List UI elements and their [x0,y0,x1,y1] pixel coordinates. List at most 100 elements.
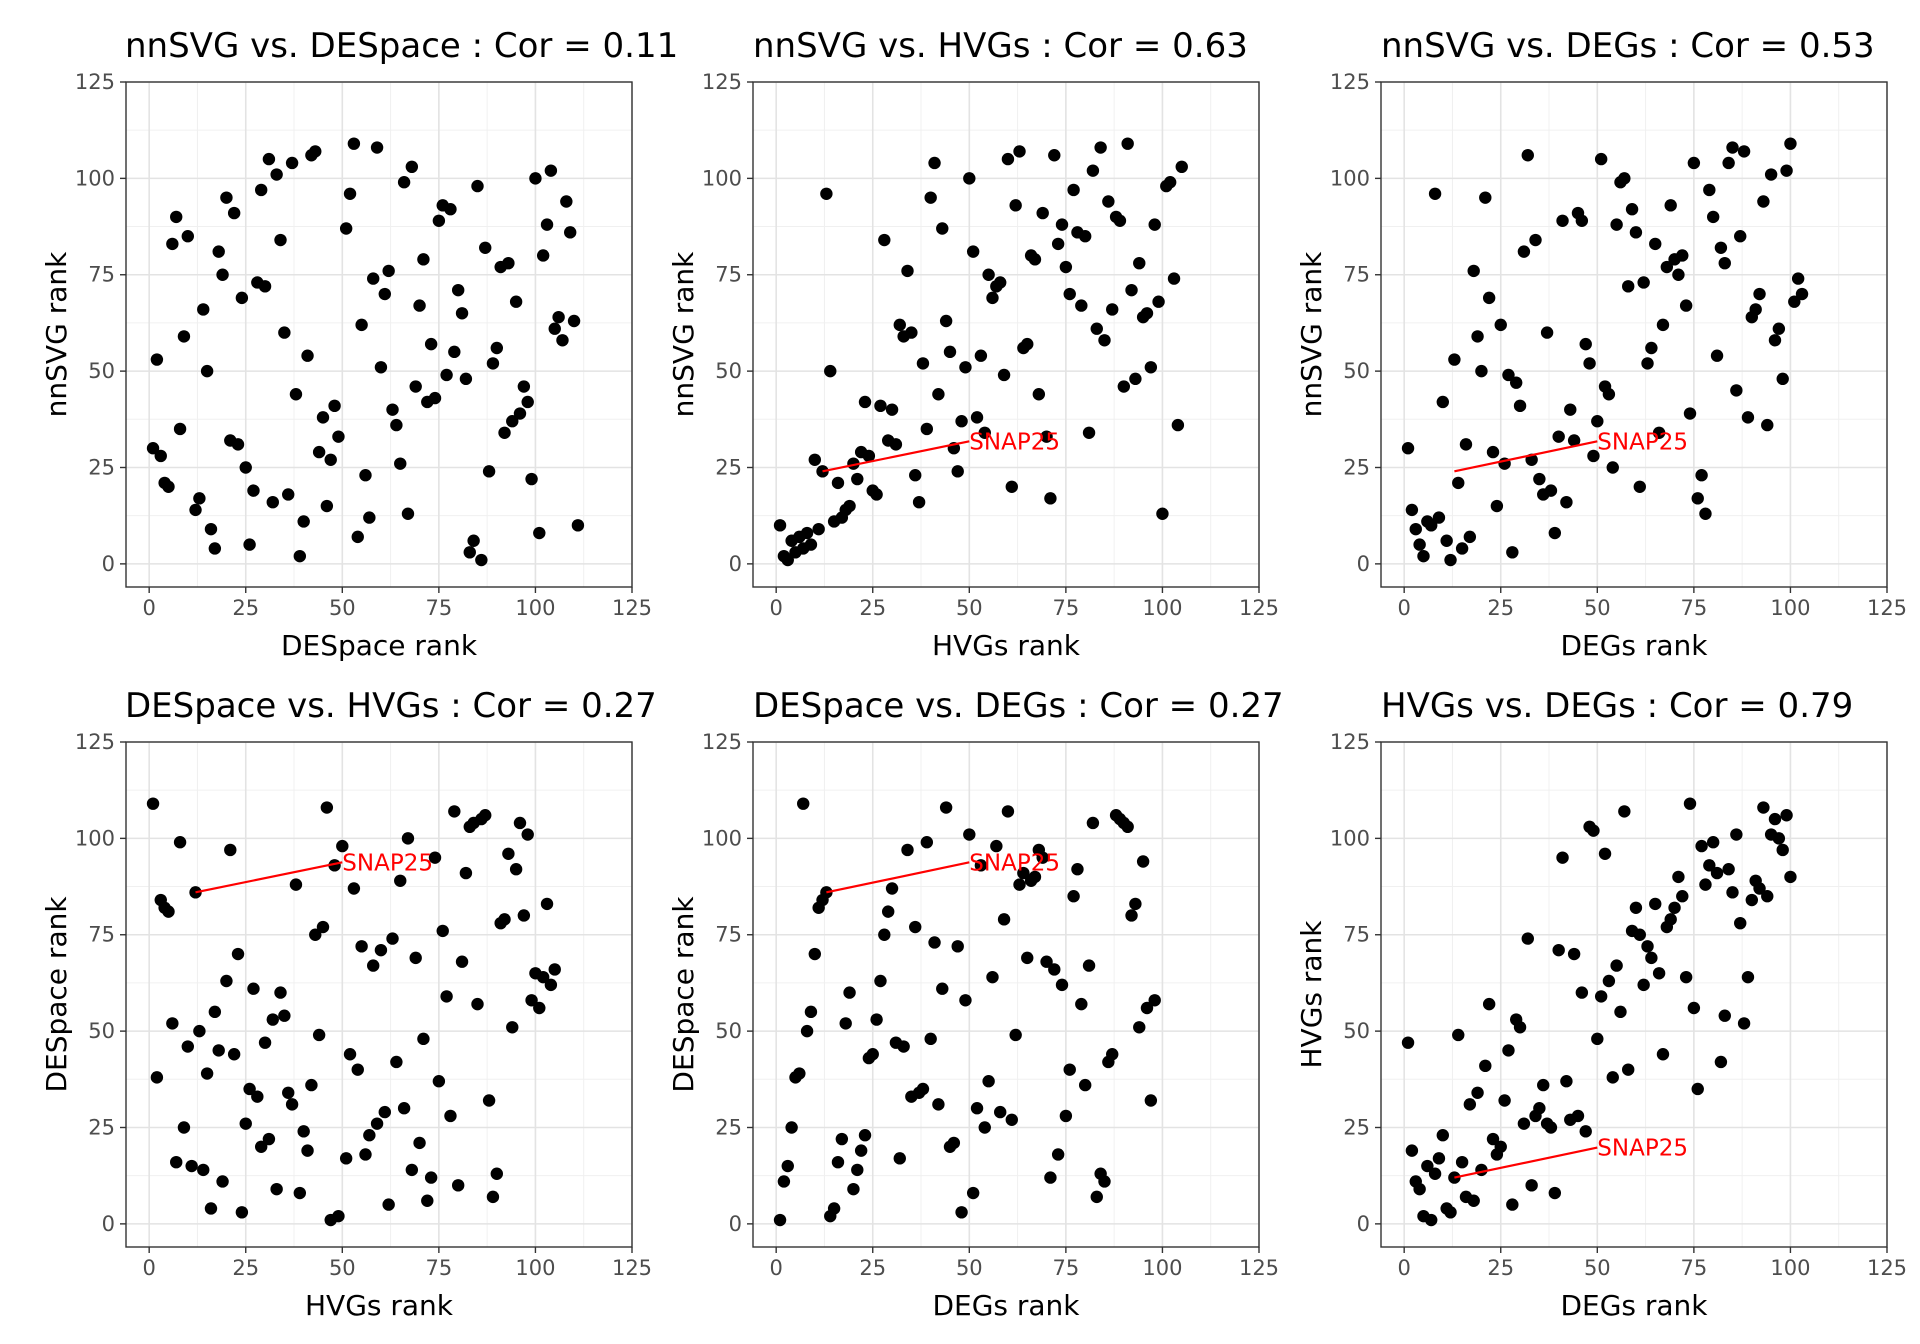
data-point [220,191,233,204]
data-point [463,546,476,559]
data-point [1001,152,1015,166]
data-point [274,233,287,247]
data-point [1710,349,1724,362]
x-tick-label: 100 [1770,1256,1810,1280]
data-point [1090,322,1103,335]
data-point [1556,851,1569,864]
data-point [878,928,891,941]
data-point [231,438,245,451]
data-point [939,801,953,814]
y-tick-label: 0 [102,1212,115,1236]
data-point [936,982,949,995]
data-point [254,183,268,197]
data-point [285,156,299,170]
data-point [1695,839,1708,853]
data-point [1579,1125,1592,1138]
data-point [359,469,372,482]
data-point [173,836,187,849]
data-point [831,1155,845,1169]
y-tick-label: 0 [729,1212,742,1236]
data-point [1009,1028,1022,1042]
data-point [1544,1121,1558,1134]
data-point [901,264,914,278]
data-point [409,951,422,965]
data-point [247,484,260,497]
data-point [1587,449,1600,463]
data-point [185,1159,198,1173]
data-point [1494,318,1507,332]
y-tick-label: 75 [715,263,742,287]
data-point [1633,480,1646,493]
data-point [216,268,229,281]
data-point [150,1071,164,1084]
data-point [1718,256,1731,270]
data-point [1602,388,1616,401]
y-tick-label: 0 [1357,552,1370,576]
y-tick-label: 100 [702,166,742,190]
data-point [920,836,934,849]
data-point [1664,199,1677,212]
data-point [847,1182,860,1196]
data-point [359,1148,372,1161]
data-point [951,940,964,953]
data-point [509,295,523,308]
data-point [405,1163,419,1177]
data-point [1517,245,1531,258]
data-point [808,947,822,961]
data-point [274,986,287,999]
data-point [1509,376,1523,389]
annotation-segment [195,861,343,894]
x-tick-label: 50 [329,1256,356,1280]
plot-area [753,82,1259,587]
data-point [243,538,256,551]
data-point [212,1044,225,1057]
x-axis-label: HVGs rank [305,1289,454,1322]
data-point [1063,1063,1076,1076]
data-point [529,172,542,185]
data-point [216,1175,229,1188]
data-point [1533,472,1546,486]
data-point [1444,1206,1457,1219]
y-tick-label: 125 [75,70,115,94]
x-tick-label: 25 [232,596,259,620]
data-point [479,241,492,254]
data-point [1133,256,1146,270]
data-point [1425,1213,1438,1227]
data-point [347,882,361,895]
x-tick-label: 75 [426,596,453,620]
data-point [858,395,872,409]
x-tick-label: 125 [1239,1256,1279,1280]
data-point [1645,341,1658,355]
data-point [1533,1102,1546,1115]
data-point [820,187,833,200]
data-point [1772,322,1786,335]
panel-border [1380,741,1888,1248]
data-point [982,268,995,281]
data-point [1722,863,1735,876]
annotation-segment [1454,1146,1598,1179]
data-point [874,399,887,413]
data-point [1714,1055,1728,1069]
data-point [247,982,260,995]
data-point [170,210,183,224]
data-point [401,832,415,845]
data-point [355,940,368,953]
data-point [370,141,384,154]
x-tick-label: 125 [1867,1256,1907,1280]
data-point [1706,210,1720,224]
plot-area [1381,742,1887,1247]
data-point [305,1078,318,1092]
data-point [533,1001,546,1015]
data-point [548,963,561,976]
data-point [436,924,449,938]
data-point [1028,870,1042,884]
data-point [1730,384,1743,397]
data-point [390,418,403,432]
data-point [506,415,519,428]
data-point [854,1144,868,1157]
data-point [1121,820,1134,834]
data-point [1028,253,1042,266]
data-point [363,1129,376,1142]
data-point [1737,1017,1751,1030]
data-point [189,503,202,517]
